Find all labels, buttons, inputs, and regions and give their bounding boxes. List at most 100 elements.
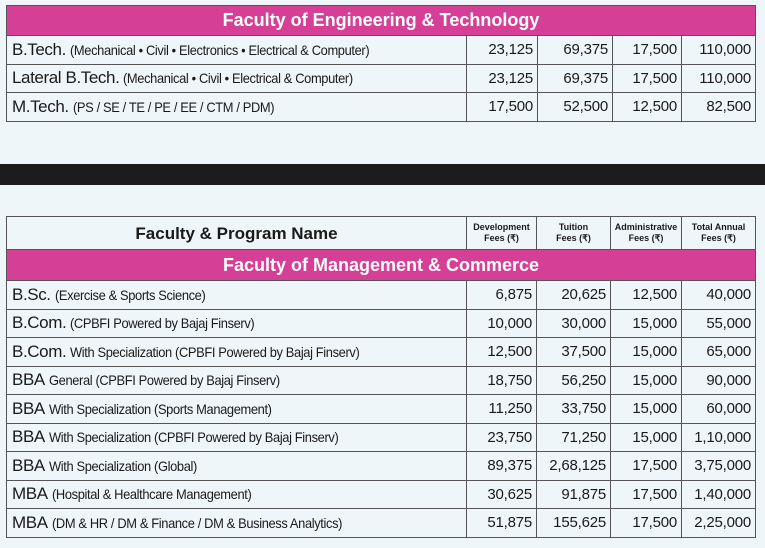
program-name: B.Com. With Specialization (CPBFI Powere… — [6, 337, 467, 367]
fee-tuition: 69,375 — [537, 35, 613, 65]
program-row: BBA With Specialization (CPBFI Powered b… — [6, 422, 756, 452]
program-name: MBA (DM & HR / DM & Finance / DM & Busin… — [6, 508, 467, 538]
fee-total: 82,500 — [681, 92, 756, 122]
program-row: B.Sc. (Exercise & Sports Science) 6,875 20… — [6, 280, 756, 310]
fee-total: 55,000 — [681, 308, 756, 338]
program-row: BBA With Specialization (Global) 89,375 2,… — [6, 451, 756, 481]
fee-tuition: 71,250 — [536, 422, 611, 452]
program-name-header: Faculty & Program Name — [6, 216, 467, 250]
fee-dev: 12,500 — [466, 337, 537, 367]
program-name: MBA (Hospital & Healthcare Management) — [6, 479, 467, 509]
program-degree: M.Tech. — [12, 96, 69, 116]
faculty-title: Faculty of Engineering & Technology — [6, 5, 756, 36]
faculty-header-row: Faculty of Management & Commerce — [6, 249, 756, 281]
fee-total: 3,75,000 — [681, 451, 756, 481]
fee-admin: 17,500 — [610, 479, 682, 509]
program-name: BBA With Specialization (Global) — [6, 451, 467, 481]
column-header-row: Faculty & Program Name Development Fees … — [6, 216, 756, 250]
fee-tuition: 91,875 — [536, 479, 611, 509]
program-row: BBA General (CPBFI Powered by Bajaj Fins… — [6, 365, 756, 395]
program-detail: With Specialization (CPBFI Powered by Ba… — [48, 429, 339, 446]
management-fee-table: Faculty & Program Name Development Fees … — [6, 216, 756, 538]
fee-total: 1,40,000 — [681, 479, 756, 509]
program-row: B.Com. With Specialization (CPBFI Powere… — [6, 337, 756, 367]
fee-tuition: 2,68,125 — [536, 451, 611, 481]
program-name: M.Tech. (PS / SE / TE / PE / EE / CTM / … — [6, 92, 467, 122]
fee-total: 60,000 — [681, 394, 756, 424]
program-name: BBA With Specialization (CPBFI Powered b… — [6, 422, 467, 452]
section-divider-bar — [0, 164, 765, 185]
fee-admin: 15,000 — [610, 365, 682, 395]
program-detail: (Mechanical • Civil • Electronics • Elec… — [69, 41, 370, 58]
fee-dev: 51,875 — [466, 508, 537, 538]
fee-total: 65,000 — [681, 337, 756, 367]
program-detail: (Mechanical • Civil • Electrical & Compu… — [123, 70, 354, 87]
fee-admin: 15,000 — [610, 308, 682, 338]
program-detail: (Hospital & Healthcare Management) — [51, 486, 252, 503]
program-degree: MBA — [12, 512, 48, 532]
program-row: BBA With Specialization (Sports Manageme… — [6, 394, 756, 424]
program-degree: B.Com. — [12, 313, 67, 333]
fee-tuition: 56,250 — [536, 365, 611, 395]
fee-total: 1,10,000 — [681, 422, 756, 452]
program-detail: (CPBFI Powered by Bajaj Finserv) — [70, 315, 255, 332]
program-degree: Lateral B.Tech. — [12, 68, 120, 88]
fee-dev: 23,125 — [466, 35, 538, 65]
fee-dev: 23,125 — [466, 63, 538, 93]
faculty-title: Faculty of Management & Commerce — [6, 249, 756, 281]
program-row: MBA (DM & HR / DM & Finance / DM & Busin… — [6, 508, 756, 538]
program-name: BBA General (CPBFI Powered by Bajaj Fins… — [6, 365, 467, 395]
program-name: B.Tech. (Mechanical • Civil • Electronic… — [6, 35, 467, 65]
program-row: B.Com. (CPBFI Powered by Bajaj Finserv) 1… — [6, 308, 756, 338]
fee-dev: 30,625 — [466, 479, 537, 509]
fee-dev: 10,000 — [466, 308, 537, 338]
program-detail: (Exercise & Sports Science) — [54, 286, 206, 303]
fee-tuition: 33,750 — [536, 394, 611, 424]
fee-admin: 17,500 — [610, 451, 682, 481]
program-degree: MBA — [12, 484, 48, 504]
program-name: BBA With Specialization (Sports Manageme… — [6, 394, 467, 424]
fee-admin: 12,500 — [612, 92, 682, 122]
tuition-fees-header: Tuition Fees (₹) — [536, 216, 611, 250]
fee-admin: 17,500 — [612, 35, 682, 65]
fee-tuition: 37,500 — [536, 337, 611, 367]
program-degree: B.Sc. — [12, 284, 51, 304]
program-degree: B.Com. — [12, 341, 67, 361]
program-degree: B.Tech. — [12, 39, 66, 59]
fee-total: 110,000 — [681, 63, 756, 93]
fee-dev: 11,250 — [466, 394, 537, 424]
program-detail: (DM & HR / DM & Finance / DM & Business … — [51, 514, 342, 531]
fee-tuition: 20,625 — [536, 280, 611, 310]
program-row: B.Tech. (Mechanical • Civil • Electronic… — [6, 35, 756, 65]
fee-total: 40,000 — [681, 280, 756, 310]
engineering-fee-table: Faculty of Engineering & Technology B.Te… — [6, 5, 756, 122]
fee-tuition: 155,625 — [536, 508, 611, 538]
program-row: Lateral B.Tech. (Mechanical • Civil • El… — [6, 63, 756, 93]
development-fees-header: Development Fees (₹) — [466, 216, 537, 250]
faculty-header-row: Faculty of Engineering & Technology — [6, 5, 756, 36]
program-degree: BBA — [12, 427, 45, 447]
fee-admin: 17,500 — [610, 508, 682, 538]
fee-admin: 15,000 — [610, 422, 682, 452]
fee-tuition: 69,375 — [537, 63, 613, 93]
program-detail: General (CPBFI Powered by Bajaj Finserv) — [48, 372, 280, 389]
program-detail: With Specialization (Global) — [48, 457, 197, 474]
fee-total: 110,000 — [681, 35, 756, 65]
fee-tuition: 30,000 — [536, 308, 611, 338]
program-row: M.Tech. (PS / SE / TE / PE / EE / CTM / … — [6, 92, 756, 122]
program-degree: BBA — [12, 370, 45, 390]
fee-dev: 6,875 — [466, 280, 537, 310]
fee-dev: 89,375 — [466, 451, 537, 481]
program-row: MBA (Hospital & Healthcare Management) 30… — [6, 479, 756, 509]
fee-total: 90,000 — [681, 365, 756, 395]
total-annual-fees-header: Total Annual Fees (₹) — [681, 216, 756, 250]
administrative-fees-header: Administrative Fees (₹) — [610, 216, 682, 250]
program-degree: BBA — [12, 455, 45, 475]
fee-tuition: 52,500 — [537, 92, 613, 122]
fee-dev: 18,750 — [466, 365, 537, 395]
program-name: B.Sc. (Exercise & Sports Science) — [6, 280, 467, 310]
fee-total: 2,25,000 — [681, 508, 756, 538]
program-name: Lateral B.Tech. (Mechanical • Civil • El… — [6, 63, 467, 93]
program-degree: BBA — [12, 398, 45, 418]
fee-admin: 15,000 — [610, 337, 682, 367]
